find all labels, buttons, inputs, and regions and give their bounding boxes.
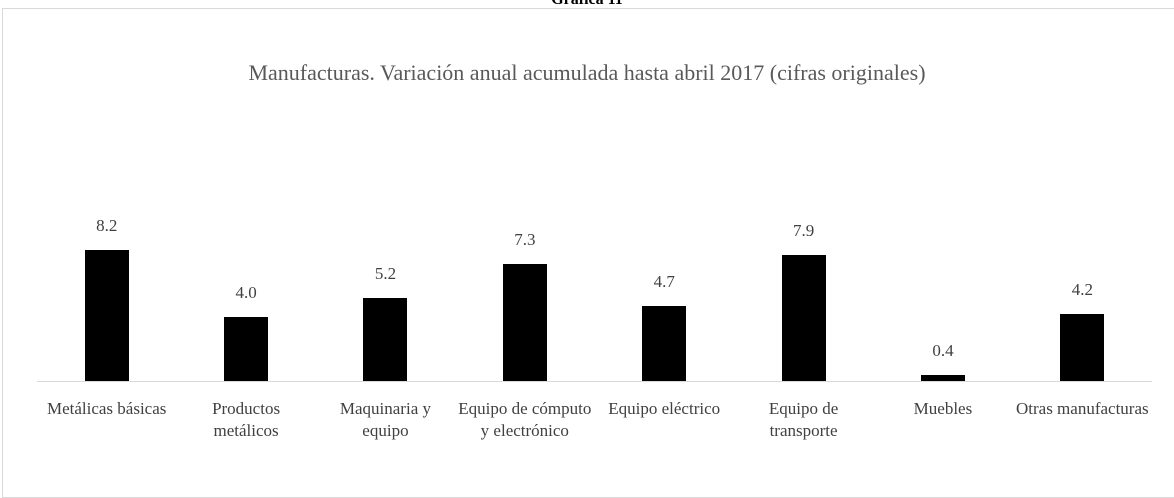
bar [1060, 313, 1105, 381]
x-tick-label: Maquinaria y equipo [339, 399, 431, 440]
bar [920, 374, 965, 381]
x-tick-label: Equipo de cómputo y electrónico [458, 399, 592, 440]
bar [502, 264, 547, 381]
chart-title: Manufacturas. Variación anual acumulada … [248, 60, 926, 85]
value-label: 4.2 [1071, 279, 1093, 299]
x-tick-label: Muebles [913, 399, 973, 418]
x-tick-label: Otras manufacturas [1015, 399, 1149, 418]
value-label: 0.4 [932, 340, 954, 360]
value-label: 7.3 [514, 230, 536, 250]
bar [224, 317, 269, 381]
value-label: 4.7 [653, 271, 675, 291]
bar [363, 297, 408, 381]
x-axis [37, 381, 1152, 382]
x-tick-label: Equipo eléctrico [608, 399, 721, 418]
value-label: 7.9 [792, 220, 815, 240]
heading: Gráfica 11 [0, 0, 1174, 9]
x-tick-label: Equipo de transporte [768, 399, 839, 440]
x-tick-label: Metálicas básicas [46, 399, 167, 418]
bar [642, 305, 687, 381]
value-label: 8.2 [96, 215, 118, 235]
x-tick-label: Productos metálicos [212, 399, 281, 440]
bar [84, 249, 129, 381]
value-label: 5.2 [374, 263, 397, 283]
bar [781, 254, 826, 381]
value-label: 4.0 [235, 283, 257, 302]
